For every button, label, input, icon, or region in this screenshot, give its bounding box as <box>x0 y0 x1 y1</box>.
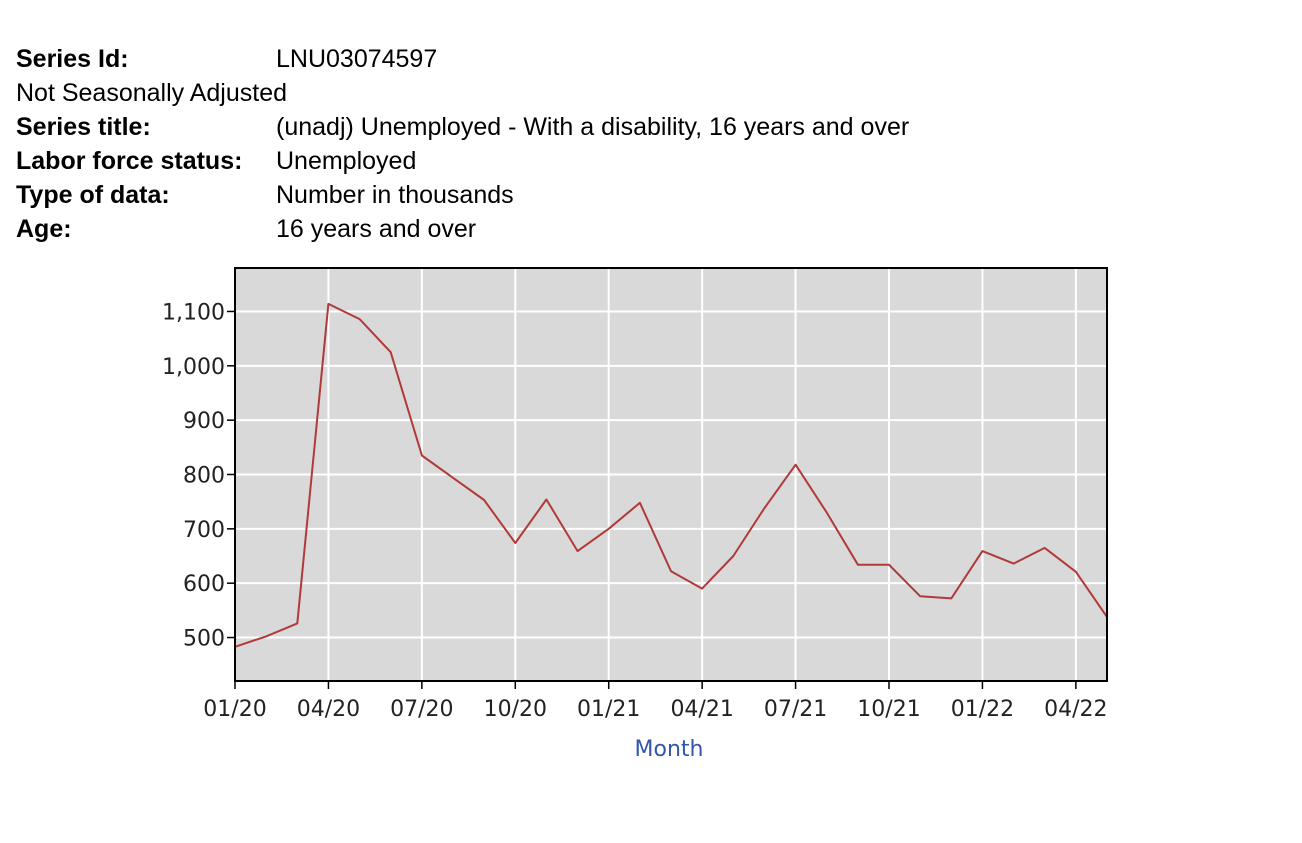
x-tick-label: 01/20 <box>203 697 266 722</box>
x-tick-label: 07/20 <box>390 697 453 722</box>
y-tick-label: 600 <box>183 572 225 597</box>
x-tick-label: 04/21 <box>670 697 733 722</box>
x-tick-label: 10/20 <box>484 697 547 722</box>
y-tick-label: 1,100 <box>162 300 225 325</box>
series-line <box>234 302 1108 648</box>
data-point <box>293 619 301 627</box>
data-point <box>262 632 270 640</box>
labor-force-row: Labor force status: Unemployed <box>16 144 1116 178</box>
data-point <box>885 561 893 569</box>
y-tick-label: 800 <box>183 464 225 489</box>
data-point <box>418 451 426 459</box>
data-point <box>916 592 924 600</box>
x-axis-title: Month <box>635 737 704 762</box>
data-point <box>480 496 488 504</box>
series-title-value: (unadj) Unemployed - With a disability, … <box>276 113 910 141</box>
data-point <box>792 461 800 469</box>
age-label: Age: <box>16 215 72 243</box>
data-point <box>760 504 768 512</box>
series-title-label: Series title: <box>16 113 151 141</box>
data-point <box>854 561 862 569</box>
labor-force-value: Unemployed <box>276 147 417 175</box>
data-type-row: Type of data: Number in thousands <box>16 178 1116 212</box>
data-point <box>511 539 519 547</box>
data-point <box>324 300 332 308</box>
series-title-row: Series title: (unadj) Unemployed - With a… <box>16 110 1116 144</box>
x-tick-label: 04/22 <box>1044 697 1107 722</box>
x-tick-label: 04/20 <box>297 697 360 722</box>
data-point <box>356 315 364 323</box>
series-id-value: LNU03074597 <box>276 45 438 73</box>
y-tick-label: 1,000 <box>162 355 225 380</box>
x-tick-label: 01/22 <box>951 697 1014 722</box>
data-point <box>667 567 675 575</box>
x-tick-label: 01/21 <box>577 697 640 722</box>
y-tick-label: 500 <box>183 627 225 652</box>
y-tick-label: 700 <box>183 518 225 543</box>
data-point <box>698 585 706 593</box>
series-layer <box>234 300 1108 648</box>
data-point <box>605 525 613 533</box>
data-point <box>574 547 582 555</box>
x-tick-label: 10/21 <box>857 697 920 722</box>
age-row: Age: 16 years and over <box>16 212 1116 246</box>
series-id-row: Series Id: LNU03074597 <box>16 42 1116 76</box>
y-tick-label: 900 <box>183 409 225 434</box>
data-type-label: Type of data: <box>16 181 170 209</box>
data-point <box>449 474 457 482</box>
x-axis: 01/20 04/20 07/20 10/20 01/21 04/21 07/21 10/21… <box>203 681 1108 722</box>
data-point <box>636 499 644 507</box>
y-axis: 500 600 700 800 900 1,000 1,100 <box>162 300 235 652</box>
data-point <box>978 547 986 555</box>
data-type-value: Number in thousands <box>276 181 514 209</box>
data-point <box>729 552 737 560</box>
x-tick-label: 07/21 <box>764 697 827 722</box>
data-point <box>387 348 395 356</box>
labor-force-label: Labor force status: <box>16 147 243 175</box>
data-point <box>1072 568 1080 576</box>
data-point <box>823 509 831 517</box>
series-info: Series Id: LNU03074597 Not Seasonally Adj… <box>16 42 1116 246</box>
data-point <box>1041 544 1049 552</box>
seasonal-adjustment: Not Seasonally Adjusted <box>16 79 288 107</box>
data-point <box>542 495 550 503</box>
age-value: 16 years and over <box>276 215 477 243</box>
data-point <box>1010 560 1018 568</box>
series-id-label: Series Id: <box>16 45 129 73</box>
data-point <box>947 594 955 602</box>
adjustment-row: Not Seasonally Adjusted <box>16 76 1116 110</box>
